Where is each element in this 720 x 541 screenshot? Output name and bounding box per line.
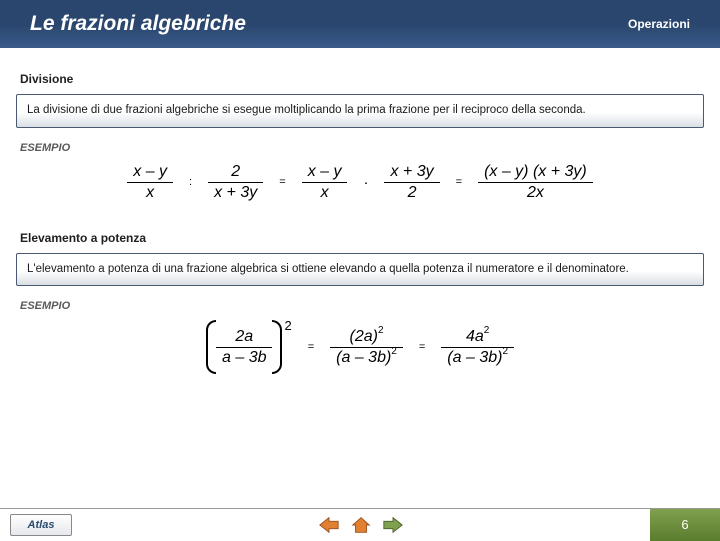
operator: · [363,174,368,191]
home-icon [350,515,372,535]
exponent: 2 [284,318,291,333]
section2-heading: Elevamento a potenza [20,231,704,245]
section1-text: La divisione di due frazioni algebriche … [16,94,704,128]
nav-controls [72,514,650,536]
math-row-1: x – y x : 2 x + 3y = x – y x · x + 3y 2 … [16,156,704,221]
operator: : [189,176,192,188]
page-number: 6 [650,509,720,541]
fraction: (x – y) (x + 3y) 2x [478,162,593,203]
arrow-left-icon [318,515,340,535]
footer-bar: Atlas 6 [0,508,720,540]
section1-esempio-label: ESEMPIO [20,142,704,154]
content-area: Divisione La divisione di due frazioni a… [0,48,720,392]
arrow-right-icon [382,515,404,535]
nav-prev-button[interactable] [317,514,341,536]
operator: = [419,341,425,353]
page-title: Le frazioni algebriche [30,12,246,36]
section2-esempio-label: ESEMPIO [20,300,704,312]
nav-home-button[interactable] [349,514,373,536]
section2-text: L'elevamento a potenza di una frazione a… [16,253,704,287]
fraction: 4a2 (a – 3b)2 [441,327,514,368]
operator: = [279,176,285,188]
paren-fraction: 2a a – 3b 2 [206,320,292,374]
fraction: x + 3y 2 [384,162,439,203]
math-row-2: 2a a – 3b 2 = (2a)2 (a – 3b)2 = 4a2 (a –… [16,314,704,392]
fraction: x – y x [302,162,348,203]
operator: = [308,341,314,353]
page-subtitle: Operazioni [628,17,690,31]
header-bar: Le frazioni algebriche Operazioni [0,0,720,48]
logo: Atlas [10,514,72,536]
fraction: 2a a – 3b [216,327,272,368]
fraction: (2a)2 (a – 3b)2 [330,327,403,368]
section1-heading: Divisione [20,72,704,86]
fraction: x – y x [127,162,173,203]
fraction: 2 x + 3y [208,162,263,203]
nav-next-button[interactable] [381,514,405,536]
operator: = [456,176,462,188]
